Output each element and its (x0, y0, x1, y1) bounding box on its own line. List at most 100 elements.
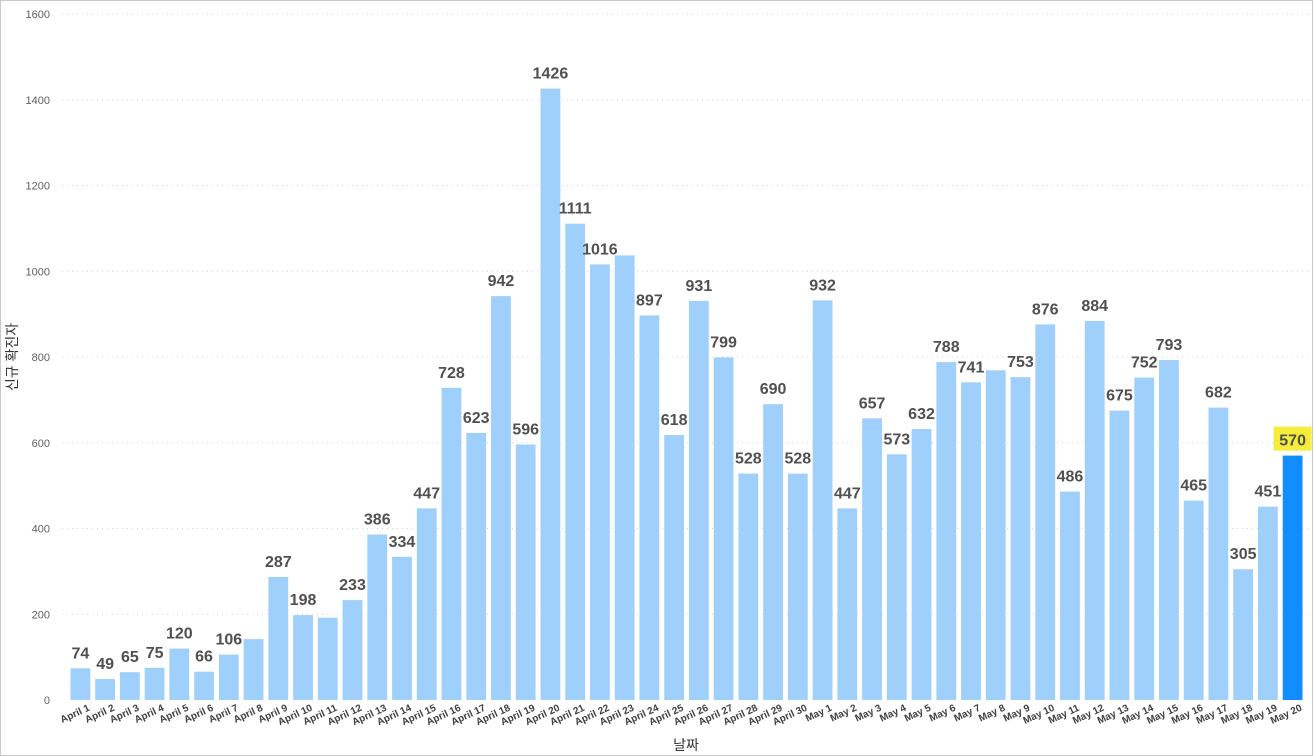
bar (95, 678, 116, 700)
data-label: 728 (438, 365, 465, 382)
bar (268, 576, 289, 700)
data-label: 596 (512, 421, 539, 438)
bar (1282, 455, 1303, 700)
bar (119, 672, 140, 700)
data-label: 198 (290, 592, 317, 609)
y-axis-ticks: 0 200 400 600 800 1000 1200 1400 1600 (26, 9, 50, 707)
bar (787, 473, 808, 700)
bar (243, 639, 264, 700)
data-label: 386 (364, 512, 391, 529)
bars (70, 88, 1303, 701)
y-tick-label: 1000 (26, 266, 50, 278)
bar (1035, 324, 1056, 700)
data-label: 49 (96, 656, 114, 673)
bar (194, 671, 214, 700)
y-tick-label: 800 (32, 352, 50, 364)
data-label: 632 (908, 406, 935, 423)
bar (1257, 506, 1278, 700)
data-label: 486 (1057, 469, 1084, 486)
data-label: 465 (1180, 478, 1207, 495)
data-label: 932 (809, 277, 836, 294)
data-label: 1111 (559, 201, 592, 218)
data-label: 528 (735, 451, 762, 468)
data-label: 573 (883, 431, 910, 448)
y-tick-label: 1200 (26, 181, 50, 193)
bar (293, 615, 313, 700)
bar (441, 387, 462, 700)
data-label: 799 (710, 334, 737, 351)
bar (1084, 320, 1105, 700)
data-label: 788 (933, 339, 960, 356)
bar (1159, 360, 1179, 700)
bar (985, 370, 1006, 700)
data-label: 65 (121, 649, 139, 666)
bar (738, 473, 759, 700)
data-label: 120 (166, 626, 193, 643)
y-tick-label: 1400 (26, 95, 50, 107)
bar (491, 296, 511, 700)
data-label: 528 (784, 451, 811, 468)
data-label: 1016 (582, 241, 618, 258)
bar (392, 556, 412, 700)
bar (317, 617, 338, 700)
data-label: 305 (1230, 546, 1257, 563)
data-label: 233 (339, 577, 366, 594)
bar (70, 668, 91, 700)
bar (911, 429, 932, 700)
bar (1183, 500, 1204, 700)
bar (961, 382, 981, 700)
data-label: 447 (413, 485, 440, 502)
data-label: 447 (834, 485, 861, 502)
data-label: 876 (1032, 301, 1059, 318)
data-label: 793 (1156, 337, 1183, 354)
bar (1208, 407, 1229, 700)
data-label: 690 (760, 381, 787, 398)
bar (862, 418, 882, 700)
data-label: 287 (265, 554, 292, 571)
y-tick-label: 0 (44, 695, 50, 707)
y-axis-title: 신규 확진자 (4, 323, 20, 391)
bar (144, 667, 165, 700)
bar (540, 88, 561, 701)
bar (565, 223, 586, 700)
bar (713, 357, 734, 700)
data-label: 623 (463, 410, 490, 427)
bar (466, 432, 487, 700)
bar (763, 404, 783, 700)
y-tick-label: 400 (32, 524, 50, 536)
bar (688, 300, 709, 700)
bar (416, 508, 437, 700)
bar (1233, 569, 1254, 700)
data-label: 1426 (533, 66, 569, 83)
data-label: 741 (958, 359, 985, 376)
bar (886, 454, 907, 700)
bar (639, 315, 660, 700)
data-label: 884 (1081, 298, 1108, 315)
y-tick-label: 600 (32, 438, 50, 450)
data-label: 75 (146, 645, 164, 662)
bar (614, 255, 635, 701)
data-label: 897 (636, 292, 663, 309)
bar (1010, 377, 1031, 700)
data-label: 675 (1106, 388, 1133, 405)
data-label: 942 (488, 273, 515, 290)
bar (837, 508, 858, 700)
data-label-highlight-bg (1273, 426, 1312, 451)
data-label: 931 (686, 278, 713, 295)
bar (342, 600, 363, 700)
bar (936, 362, 957, 700)
data-label: 451 (1255, 484, 1282, 501)
bar (590, 264, 610, 700)
data-label: 66 (195, 649, 213, 666)
bar (1134, 377, 1155, 700)
data-label: 106 (215, 632, 242, 649)
data-label: 682 (1205, 385, 1232, 402)
bar (515, 444, 536, 700)
data-label: 657 (859, 395, 886, 412)
bar (1109, 410, 1130, 700)
data-label: 752 (1131, 355, 1158, 372)
bar (1060, 491, 1080, 700)
bar (218, 654, 239, 700)
